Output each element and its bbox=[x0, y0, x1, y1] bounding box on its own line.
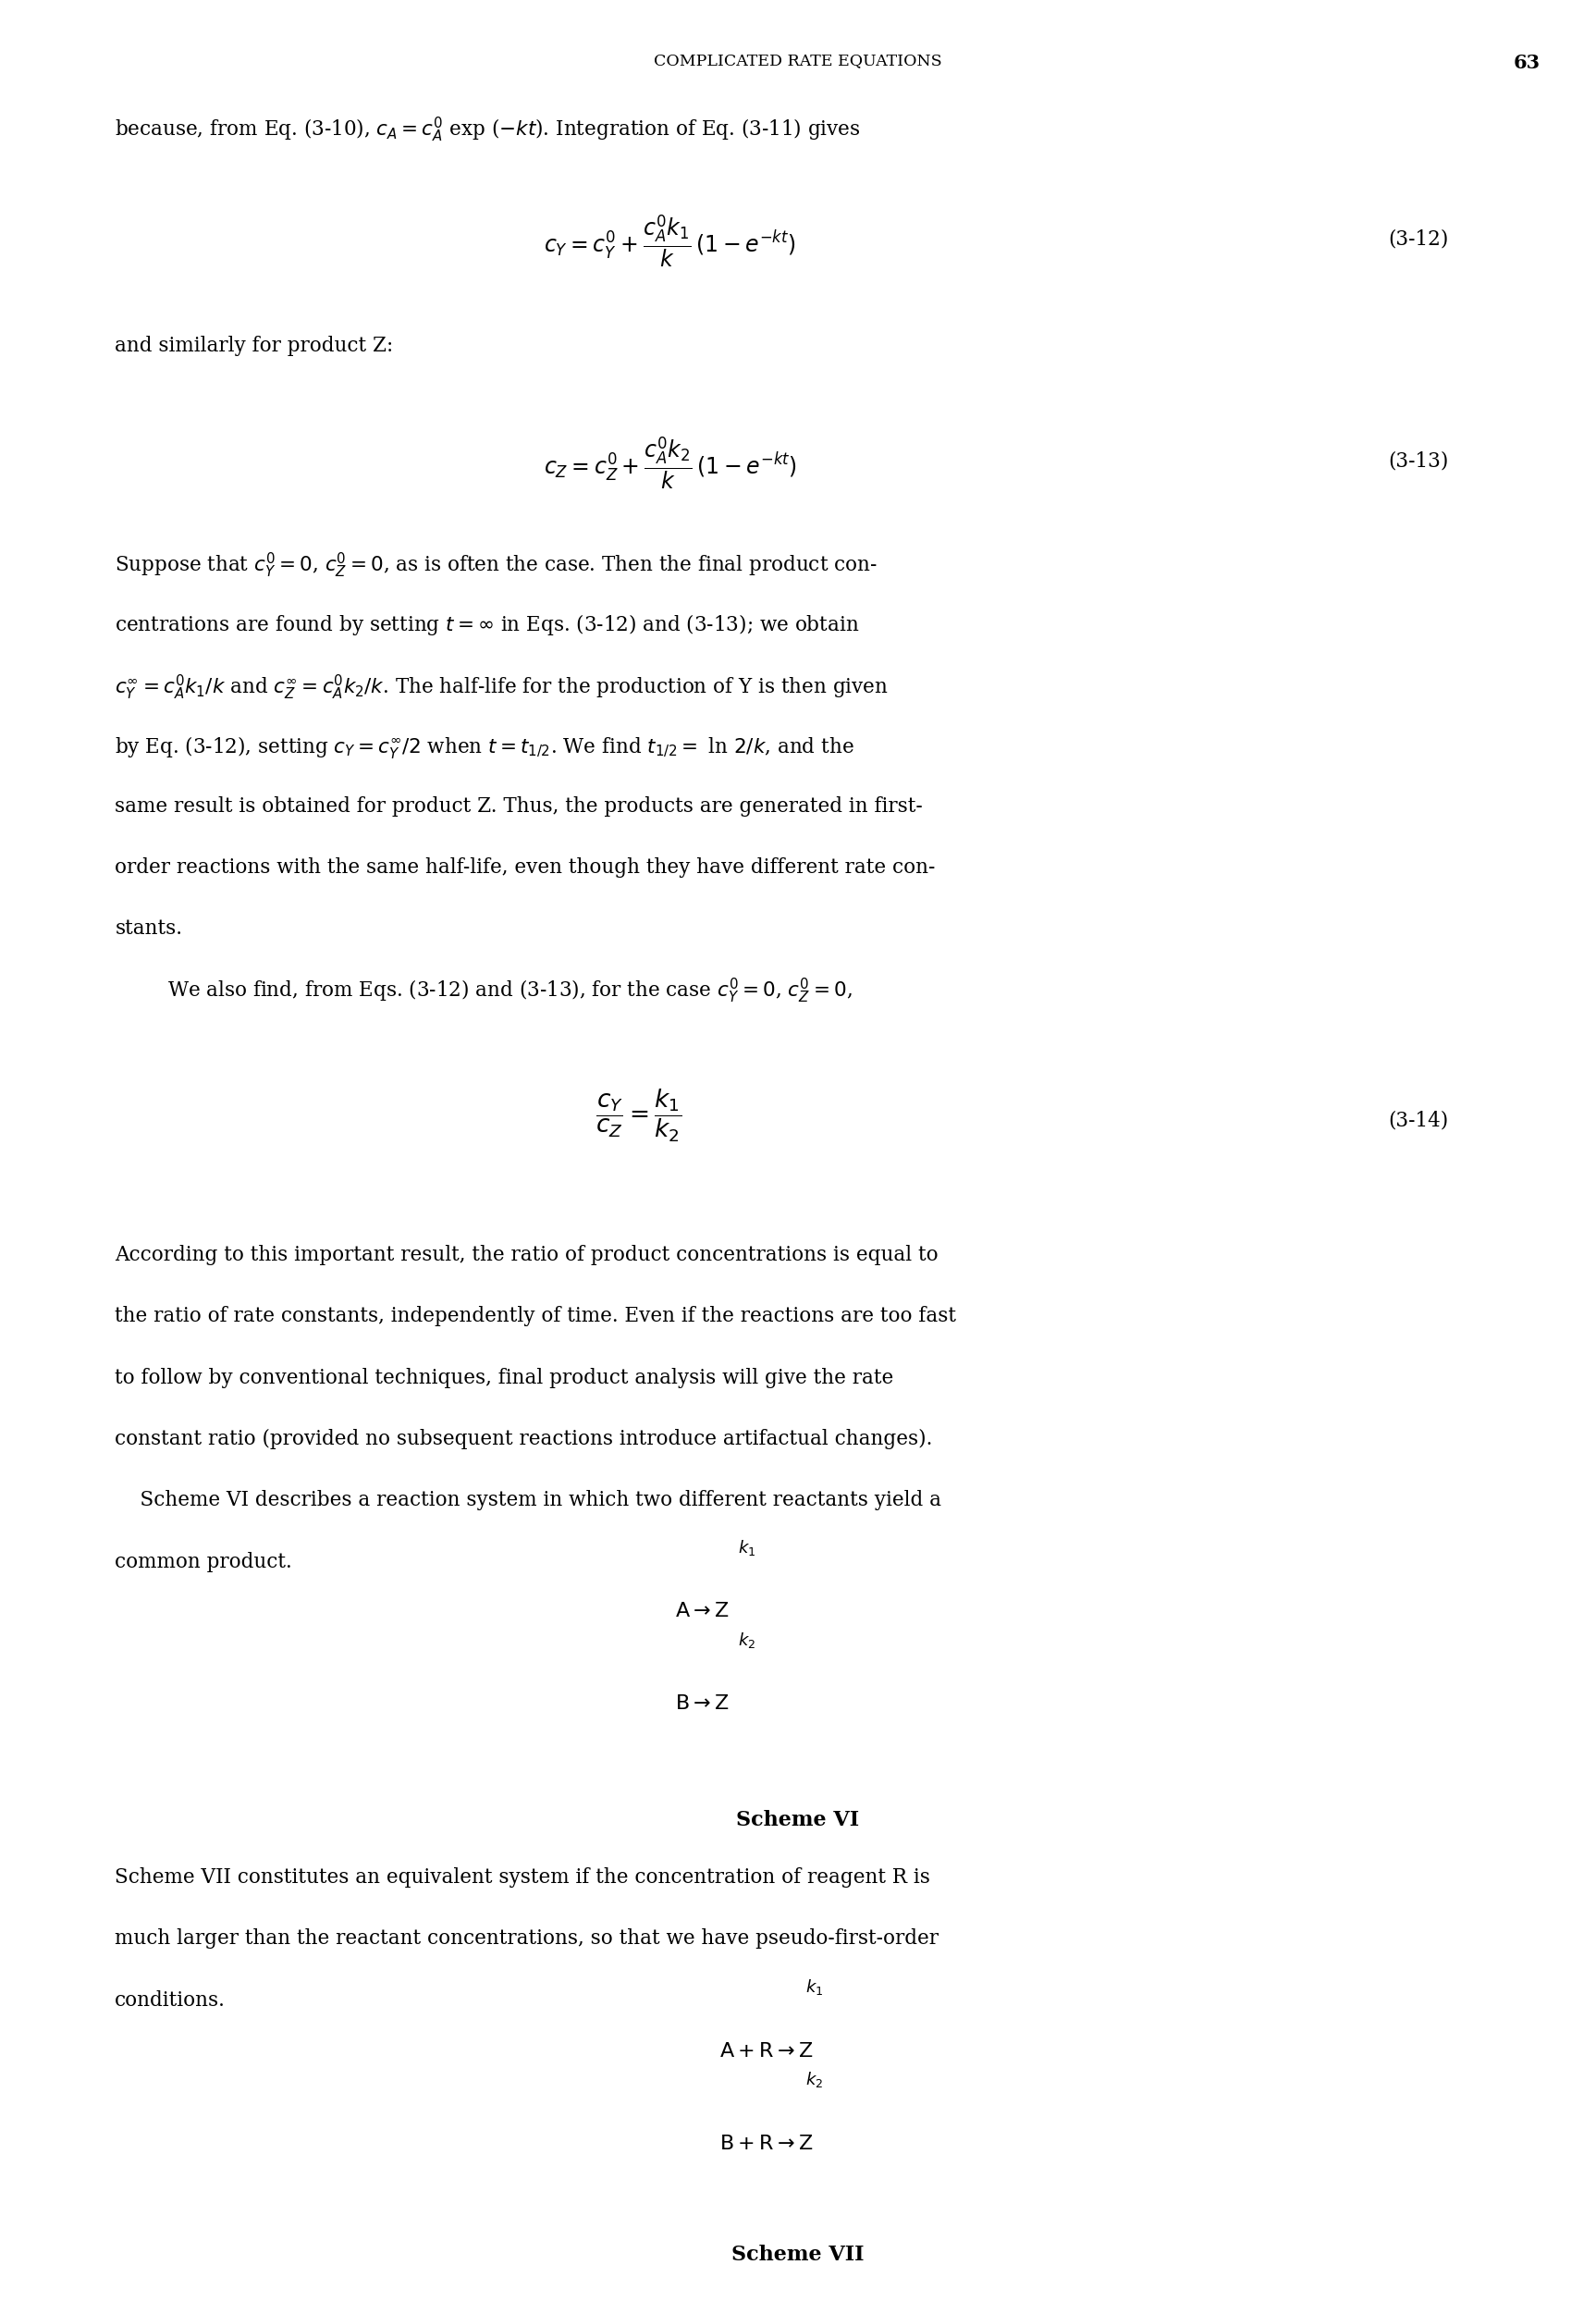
Text: order reactions with the same half-life, even though they have different rate co: order reactions with the same half-life,… bbox=[115, 858, 935, 877]
Text: $c_Y^\infty = c_A^0 k_1/k$ and $c_Z^\infty = c_A^0 k_2/k$. The half-life for the: $c_Y^\infty = c_A^0 k_1/k$ and $c_Z^\inf… bbox=[115, 673, 889, 701]
Text: (3-12): (3-12) bbox=[1389, 229, 1449, 250]
Text: $k_2$: $k_2$ bbox=[804, 2071, 824, 2090]
Text: Scheme VII: Scheme VII bbox=[731, 2245, 865, 2265]
Text: We also find, from Eqs. (3-12) and (3-13), for the case $c_Y^0 = 0$, $c_Z^0 = 0$: We also find, from Eqs. (3-12) and (3-13… bbox=[168, 977, 852, 1004]
Text: (3-14): (3-14) bbox=[1389, 1111, 1449, 1132]
Text: constant ratio (provided no subsequent reactions introduce artifactual changes).: constant ratio (provided no subsequent r… bbox=[115, 1430, 932, 1449]
Text: $\mathrm{A + R} \rightarrow \mathrm{Z}$: $\mathrm{A + R} \rightarrow \mathrm{Z}$ bbox=[720, 2041, 812, 2062]
Text: because, from Eq. (3-10), $c_A = c_A^0$ exp ($-kt$). Integration of Eq. (3-11) g: because, from Eq. (3-10), $c_A = c_A^0$ … bbox=[115, 116, 860, 143]
Text: 63: 63 bbox=[1513, 53, 1540, 72]
Text: Scheme VI describes a reaction system in which two different reactants yield a: Scheme VI describes a reaction system in… bbox=[115, 1490, 942, 1511]
Text: $c_Z = c_Z^0 + \dfrac{c_A^0 k_2}{k}\,(1 - e^{-kt})$: $c_Z = c_Z^0 + \dfrac{c_A^0 k_2}{k}\,(1 … bbox=[544, 435, 796, 491]
Text: conditions.: conditions. bbox=[115, 1990, 225, 2011]
Text: centrations are found by setting $t = \infty$ in Eqs. (3-12) and (3-13); we obta: centrations are found by setting $t = \i… bbox=[115, 613, 860, 636]
Text: $c_Y = c_Y^0 + \dfrac{c_A^0 k_1}{k}\,(1 - e^{-kt})$: $c_Y = c_Y^0 + \dfrac{c_A^0 k_1}{k}\,(1 … bbox=[544, 213, 796, 268]
Text: by Eq. (3-12), setting $c_Y = c_Y^\infty/2$ when $t = t_{1/2}$. We find $t_{1/2}: by Eq. (3-12), setting $c_Y = c_Y^\infty… bbox=[115, 736, 854, 761]
Text: much larger than the reactant concentrations, so that we have pseudo-first-order: much larger than the reactant concentrat… bbox=[115, 1930, 938, 1948]
Text: to follow by conventional techniques, final product analysis will give the rate: to follow by conventional techniques, fi… bbox=[115, 1368, 894, 1388]
Text: $k_2$: $k_2$ bbox=[737, 1631, 757, 1650]
Text: $\dfrac{c_Y}{c_Z} = \dfrac{k_1}{k_2}$: $\dfrac{c_Y}{c_Z} = \dfrac{k_1}{k_2}$ bbox=[595, 1088, 681, 1143]
Text: According to this important result, the ratio of product concentrations is equal: According to this important result, the … bbox=[115, 1245, 938, 1266]
Text: Scheme VI: Scheme VI bbox=[736, 1810, 860, 1830]
Text: Scheme VII constitutes an equivalent system if the concentration of reagent R is: Scheme VII constitutes an equivalent sys… bbox=[115, 1867, 930, 1888]
Text: $k_1$: $k_1$ bbox=[737, 1539, 757, 1557]
Text: $\mathrm{B + R} \rightarrow \mathrm{Z}$: $\mathrm{B + R} \rightarrow \mathrm{Z}$ bbox=[720, 2134, 812, 2154]
Text: common product.: common product. bbox=[115, 1553, 292, 1571]
Text: and similarly for product Z:: and similarly for product Z: bbox=[115, 336, 394, 356]
Text: stants.: stants. bbox=[115, 919, 182, 939]
Text: $\mathrm{B} \rightarrow \mathrm{Z}$: $\mathrm{B} \rightarrow \mathrm{Z}$ bbox=[675, 1694, 729, 1715]
Text: (3-13): (3-13) bbox=[1389, 451, 1449, 472]
Text: same result is obtained for product Z. Thus, the products are generated in first: same result is obtained for product Z. T… bbox=[115, 796, 922, 817]
Text: $k_1$: $k_1$ bbox=[804, 1978, 824, 1997]
Text: $\mathrm{A} \rightarrow \mathrm{Z}$: $\mathrm{A} \rightarrow \mathrm{Z}$ bbox=[675, 1601, 729, 1622]
Text: the ratio of rate constants, independently of time. Even if the reactions are to: the ratio of rate constants, independent… bbox=[115, 1305, 956, 1326]
Text: Suppose that $c_Y^0 = 0$, $c_Z^0 = 0$, as is often the case. Then the final prod: Suppose that $c_Y^0 = 0$, $c_Z^0 = 0$, a… bbox=[115, 551, 878, 578]
Text: COMPLICATED RATE EQUATIONS: COMPLICATED RATE EQUATIONS bbox=[654, 53, 942, 69]
